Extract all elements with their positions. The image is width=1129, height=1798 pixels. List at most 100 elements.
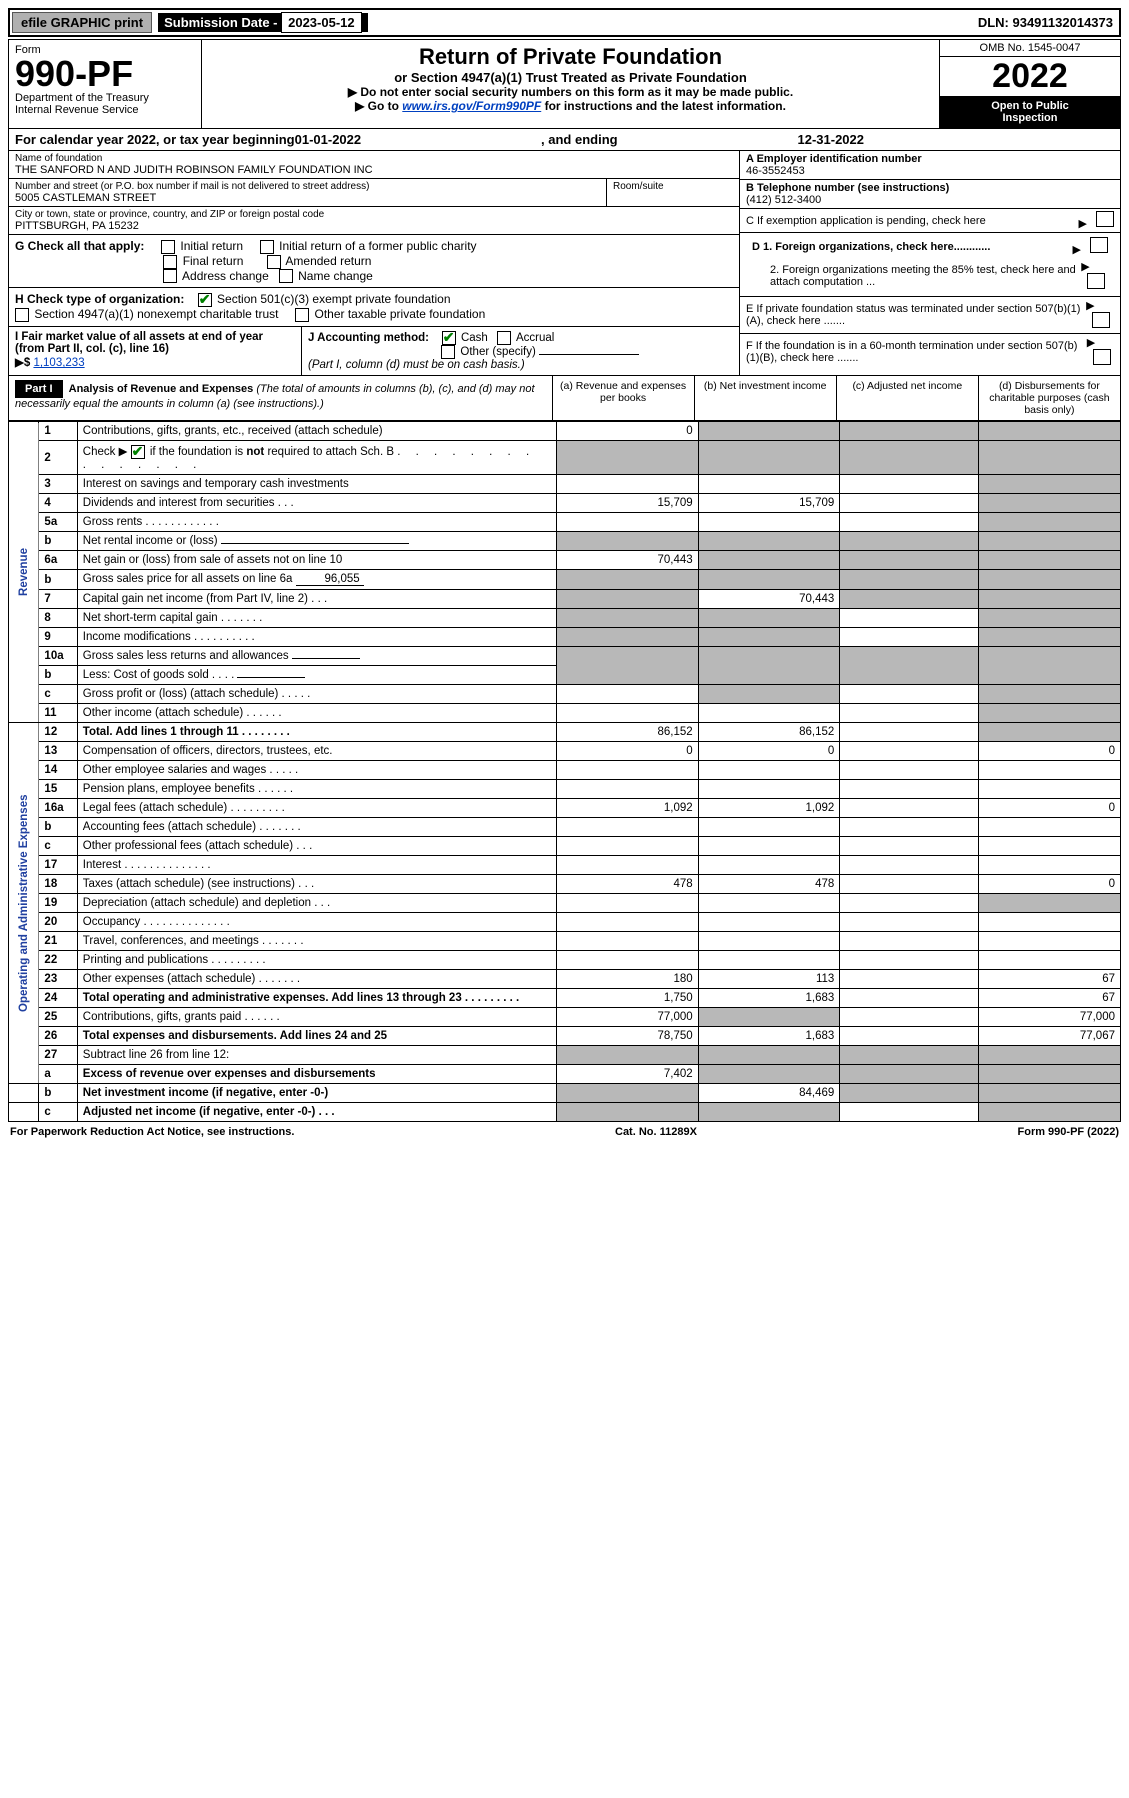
- line-23-b: 113: [698, 970, 840, 989]
- g-addr-change: Address change: [182, 269, 269, 283]
- e-label: E If private foundation status was termi…: [746, 303, 1086, 327]
- line-11-d: [979, 704, 1121, 723]
- line-no-14: 14: [39, 761, 77, 780]
- checkbox-other-taxable[interactable]: [295, 308, 309, 322]
- line-13-a: 0: [557, 742, 699, 761]
- line-4-d: [979, 494, 1121, 513]
- line-21-desc: Travel, conferences, and meetings . . . …: [77, 932, 556, 951]
- fmv-value: 1,103,233: [33, 357, 84, 369]
- form-header: Form 990-PF Department of the Treasury I…: [8, 39, 1121, 129]
- checkbox-accrual[interactable]: [497, 331, 511, 345]
- l5b-text: Net rental income or (loss): [83, 535, 218, 547]
- g-initial: Initial return: [180, 239, 243, 253]
- phone-value: (412) 512-3400: [746, 194, 1114, 206]
- line-no-6a: 6a: [39, 551, 77, 570]
- checkbox-name-change[interactable]: [279, 269, 293, 283]
- foundation-name: THE SANFORD N AND JUDITH ROBINSON FAMILY…: [15, 164, 733, 176]
- line-10b-desc: Less: Cost of goods sold . . . .: [77, 666, 556, 685]
- irs-link[interactable]: www.irs.gov/Form990PF: [402, 99, 541, 113]
- line-15-desc: Pension plans, employee benefits . . . .…: [77, 780, 556, 799]
- line-10a-desc: Gross sales less returns and allowances: [77, 647, 556, 666]
- line-no-18: 18: [39, 875, 77, 894]
- calendar-year-row: For calendar year 2022, or tax year begi…: [8, 129, 1121, 151]
- line-27b-d: [979, 1084, 1121, 1103]
- efile-print-button[interactable]: efile GRAPHIC print: [12, 12, 152, 33]
- tax-year: 2022: [940, 57, 1120, 96]
- line-7-desc: Capital gain net income (from Part IV, l…: [77, 590, 556, 609]
- line-13-c: [840, 742, 979, 761]
- line-27a-desc: Excess of revenue over expenses and disb…: [77, 1065, 556, 1084]
- checkbox-amended[interactable]: [267, 255, 281, 269]
- checkbox-cash[interactable]: [442, 331, 456, 345]
- line-7-d: [979, 590, 1121, 609]
- line-10ab-d: [979, 647, 1121, 685]
- top-bar-left: efile GRAPHIC print Submission Date - 20…: [10, 10, 368, 35]
- checkbox-exemption-pending[interactable]: [1096, 211, 1114, 227]
- checkbox-other-method[interactable]: [441, 345, 455, 359]
- cal-pre: For calendar year 2022, or tax year begi…: [15, 132, 295, 147]
- j-other: Other (specify): [460, 346, 535, 358]
- line-no-26: 26: [39, 1027, 77, 1046]
- paperwork-notice: For Paperwork Reduction Act Notice, see …: [10, 1126, 294, 1138]
- goto-instructions: ▶ Go to www.irs.gov/Form990PF for instru…: [206, 99, 935, 113]
- line-27a-a: 7,402: [557, 1065, 699, 1084]
- line-20-d: [979, 913, 1121, 932]
- info-right: A Employer identification number 46-3552…: [740, 151, 1120, 375]
- checkbox-sch-b[interactable]: [131, 445, 145, 459]
- checkbox-4947[interactable]: [15, 308, 29, 322]
- line-27b-b: 84,469: [698, 1084, 840, 1103]
- line-23-a: 180: [557, 970, 699, 989]
- line-18-a: 478: [557, 875, 699, 894]
- line-24-c: [840, 989, 979, 1008]
- line-1-desc: Contributions, gifts, grants, etc., rece…: [77, 422, 556, 441]
- line-26-d: 77,067: [979, 1027, 1121, 1046]
- line-19-b: [698, 894, 840, 913]
- cal-mid: , and ending: [361, 132, 797, 147]
- line-no-20: 20: [39, 913, 77, 932]
- line-no-19: 19: [39, 894, 77, 913]
- checkbox-final-return[interactable]: [163, 255, 177, 269]
- line-27c-c: [840, 1103, 979, 1122]
- checkbox-85pct[interactable]: [1087, 273, 1105, 289]
- line-5b-a: [557, 532, 699, 551]
- line-16b-desc: Accounting fees (attach schedule) . . . …: [77, 818, 556, 837]
- line-27c-desc: Adjusted net income (if negative, enter …: [77, 1103, 556, 1122]
- line-26-b: 1,683: [698, 1027, 840, 1046]
- checkbox-507b1b[interactable]: [1093, 349, 1111, 365]
- section-g: G Check all that apply: Initial return I…: [9, 234, 739, 288]
- line-23-d: 67: [979, 970, 1121, 989]
- line-27-desc: Subtract line 26 from line 12:: [77, 1046, 556, 1065]
- line-24-b: 1,683: [698, 989, 840, 1008]
- checkbox-initial-former[interactable]: [260, 240, 274, 254]
- line-24-desc: Total operating and administrative expen…: [77, 989, 556, 1008]
- checkbox-initial-return[interactable]: [161, 240, 175, 254]
- sub-date-label-text: Submission Date -: [164, 15, 281, 30]
- line-no-3: 3: [39, 475, 77, 494]
- j-accrual: Accrual: [516, 332, 554, 344]
- line-3-a: [557, 475, 699, 494]
- col-b-header: (b) Net investment income: [695, 376, 837, 420]
- line-18-c: [840, 875, 979, 894]
- cal-begin: 01-01-2022: [295, 132, 362, 147]
- section-h: H Check type of organization: Section 50…: [9, 288, 739, 327]
- line-no-13: 13: [39, 742, 77, 761]
- checkbox-507b1a[interactable]: [1092, 312, 1110, 328]
- line-20-a: [557, 913, 699, 932]
- line-9-desc: Income modifications . . . . . . . . . .: [77, 628, 556, 647]
- line-16b-d: [979, 818, 1121, 837]
- h-trust: Section 4947(a)(1) nonexempt charitable …: [34, 307, 278, 321]
- line-23-c: [840, 970, 979, 989]
- checkbox-addr-change[interactable]: [163, 269, 177, 283]
- part1-badge: Part I: [15, 380, 63, 398]
- line-6a-d: [979, 551, 1121, 570]
- part1-table: Revenue 1 Contributions, gifts, grants, …: [8, 421, 1121, 1122]
- line-11-a: [557, 704, 699, 723]
- checkbox-501c3[interactable]: [198, 293, 212, 307]
- line-19-d: [979, 894, 1121, 913]
- checkbox-foreign-org[interactable]: [1090, 237, 1108, 253]
- line-10c-d: [979, 685, 1121, 704]
- line-27b-a: [557, 1084, 699, 1103]
- line-16b-b: [698, 818, 840, 837]
- line-13-b: 0: [698, 742, 840, 761]
- info-left: Name of foundation THE SANFORD N AND JUD…: [9, 151, 740, 375]
